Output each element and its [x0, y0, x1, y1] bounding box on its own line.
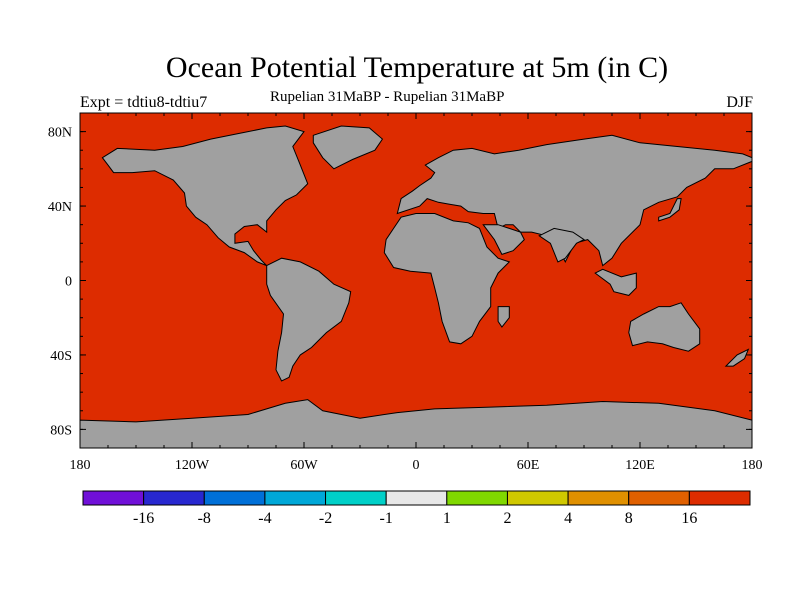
colorbar-box	[688, 490, 751, 506]
land-eurasia	[396, 134, 752, 267]
colorbar-box	[82, 490, 145, 506]
land-arabia	[482, 224, 525, 256]
landmasses	[80, 125, 752, 448]
map-title: Ocean Potential Temperature at 5m (in C)	[165, 51, 669, 84]
x-tick-label: 120E	[625, 458, 655, 473]
colorbar-label: 8	[625, 510, 633, 527]
land-greenland	[312, 125, 384, 170]
colorbar-box	[325, 490, 387, 506]
colorbar-box	[264, 490, 327, 506]
colorbar-label: -16	[133, 510, 154, 527]
colorbar-boxes	[82, 490, 751, 506]
land-japan	[658, 198, 682, 222]
colorbar-labels: -16 -8 -4 -2 -1 1 2 4 8 16	[133, 510, 697, 527]
colorbar-label: 16	[681, 510, 697, 527]
colorbar-label: -1	[380, 510, 393, 527]
colorbar-box	[143, 490, 205, 506]
y-tick-label: 80S	[50, 423, 72, 438]
x-tick-label: 180	[742, 458, 763, 473]
subtitle: Rupelian 31MaBP - Rupelian 31MaBP	[270, 89, 505, 105]
x-tick-label: 60E	[517, 458, 540, 473]
land-new-zealand	[724, 348, 750, 367]
colorbar-label: 2	[503, 510, 511, 527]
land-australia	[628, 302, 701, 352]
colorbar-box	[567, 490, 630, 506]
colorbar-box	[628, 490, 690, 506]
map-axes: 180 120W 60W 0 60E 120E 180 80N 40N 0 40S 80S	[48, 112, 763, 473]
colorbar-box	[385, 490, 448, 506]
colorbar-box	[446, 490, 508, 506]
land-madagascar	[497, 306, 510, 328]
land-antarctica	[80, 399, 752, 448]
x-tick-label: 60W	[290, 458, 318, 473]
season-label: DJF	[726, 94, 753, 111]
land-india	[538, 227, 585, 263]
colorbar-label: -8	[198, 510, 211, 527]
colorbar-label: 1	[443, 510, 451, 527]
y-tick-label: 40N	[48, 200, 72, 215]
y-tick-label: 80N	[48, 126, 72, 141]
land-indonesia	[594, 268, 637, 296]
y-tick-label: 0	[65, 275, 72, 290]
map-area	[80, 113, 752, 448]
land-africa	[383, 213, 511, 345]
land-south-america	[266, 257, 352, 382]
colorbar-label: -2	[319, 510, 332, 527]
colorbar-box	[506, 490, 569, 506]
colorbar-label: -4	[258, 510, 271, 527]
y-tick-label: 40S	[50, 349, 72, 364]
x-tick-label: 180	[70, 458, 91, 473]
x-tick-label: 0	[413, 458, 420, 473]
land-north-america	[101, 125, 309, 267]
colorbar-box	[203, 490, 266, 506]
experiment-label: Expt = tdtiu8-tdtiu7	[80, 94, 208, 111]
x-tick-label: 120W	[175, 458, 210, 473]
colorbar-label: 4	[564, 510, 572, 527]
